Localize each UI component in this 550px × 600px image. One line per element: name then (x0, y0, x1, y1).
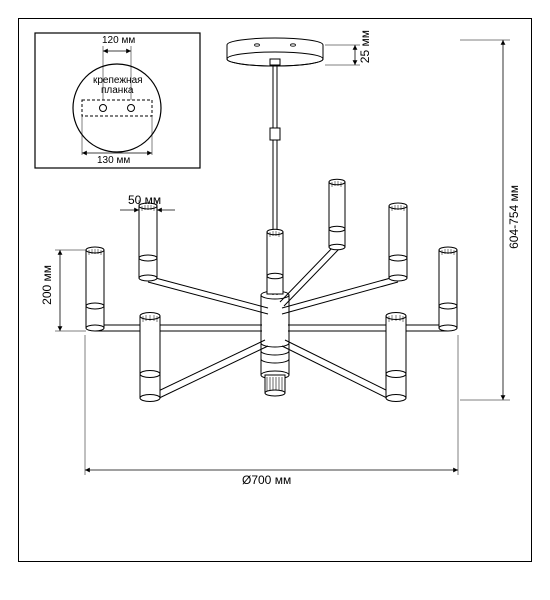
dim-50mm: 50 мм (128, 193, 161, 207)
dim-200mm: 200 мм (40, 265, 54, 305)
dim-700mm: Ø700 мм (242, 473, 291, 487)
dim-25mm: 25 мм (358, 30, 372, 63)
inset-caption2: планка (101, 85, 134, 96)
inset-dim-130: 130 мм (97, 155, 130, 166)
dim-604-754mm: 604-754 мм (507, 185, 521, 249)
inset-dim-120: 120 мм (102, 35, 135, 46)
